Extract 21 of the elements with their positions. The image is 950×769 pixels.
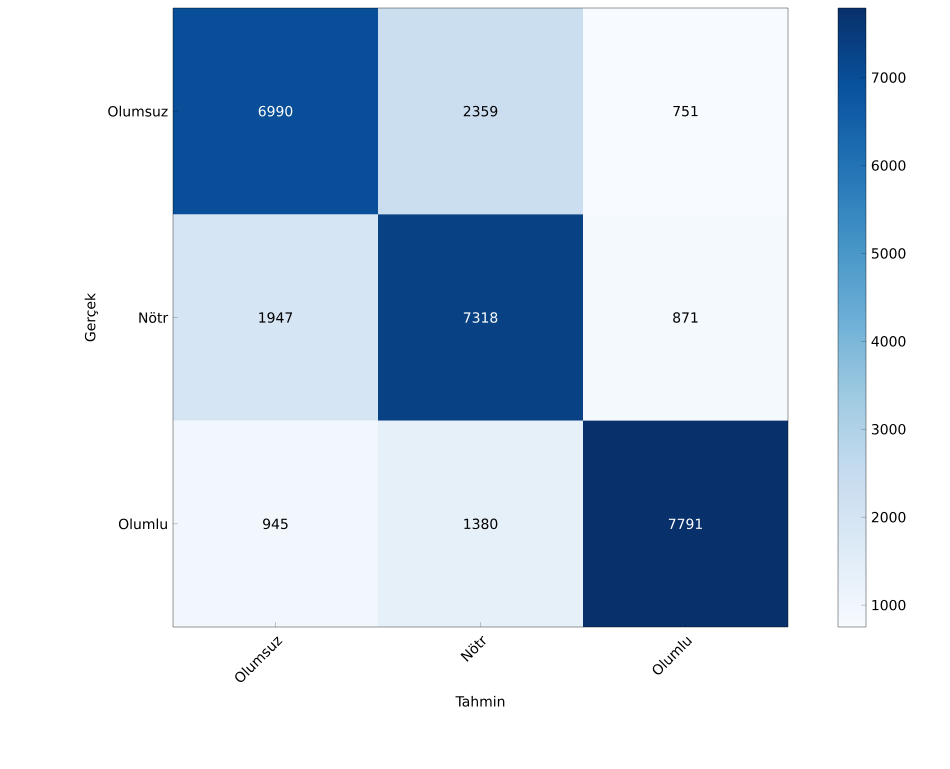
color-bar-label: 6000	[872, 160, 906, 171]
color-bar-label: 2000	[872, 512, 906, 522]
data-label: 871	[673, 312, 698, 323]
data-label: 751	[673, 106, 698, 116]
data-label: 1380	[464, 518, 498, 530]
color-bar-label: 1000	[872, 600, 906, 610]
data-label: 2359	[464, 106, 498, 116]
data-label: 7791	[668, 518, 702, 530]
x-axis-title: Tahmin	[456, 696, 504, 707]
data-label: 1947	[259, 312, 292, 323]
y-tick-label: Olumlu	[118, 518, 167, 530]
color-bar-label: 3000	[872, 424, 906, 435]
color-bar-label: 5000	[872, 248, 906, 259]
data-label: 7318	[464, 312, 498, 323]
color-bar-label: 7000	[872, 72, 906, 83]
data-label: 6990	[258, 106, 292, 116]
y-axis-title: Gerçek	[84, 292, 98, 342]
data-label: 945	[263, 518, 288, 530]
y-tick-label: Nötr	[139, 312, 168, 323]
y-tick-label: Olumsuz	[108, 106, 168, 117]
color-bar-label: 4000	[872, 336, 906, 347]
